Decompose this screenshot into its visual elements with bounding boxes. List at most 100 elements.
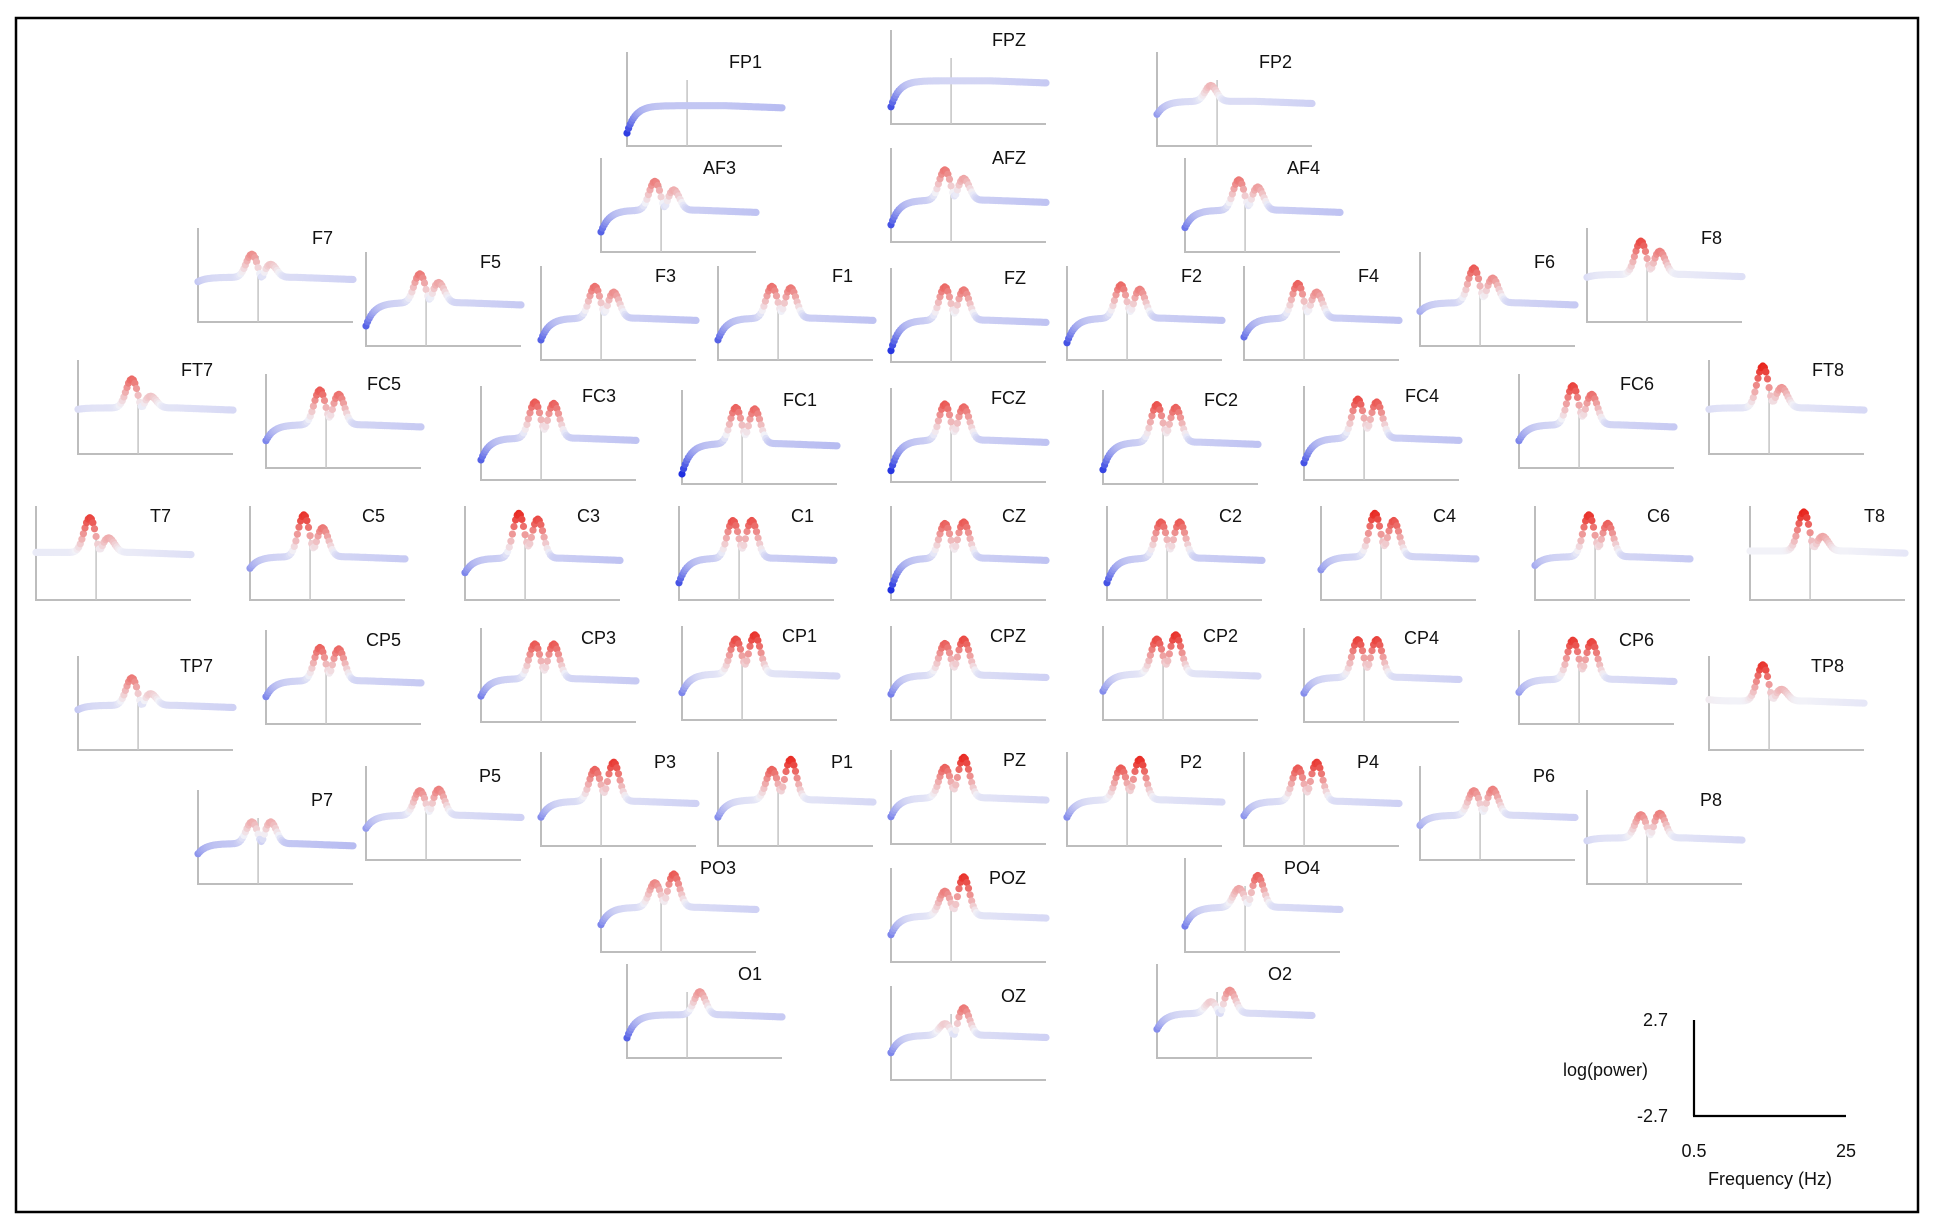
- spectrum-point: [1395, 316, 1403, 324]
- channel-panel-cp6: CP6: [1515, 630, 1678, 725]
- channel-panel-fc5: FC5: [262, 374, 425, 469]
- panel-axes: [626, 52, 782, 147]
- channel-panel-cpz: CPZ: [887, 626, 1050, 721]
- spectrum-point: [1298, 290, 1307, 298]
- spectrum-point: [1042, 198, 1050, 206]
- spectrum-point: [963, 523, 971, 531]
- spectrum-point: [727, 414, 735, 422]
- spectrum-point: [229, 406, 237, 414]
- spectrum-point: [1142, 774, 1150, 782]
- panel-axes: [265, 630, 421, 725]
- spectrum-point: [1793, 526, 1801, 534]
- channel-label: FC1: [783, 390, 817, 410]
- spectrum-point: [778, 104, 786, 112]
- spectrum-point: [953, 653, 962, 661]
- spectrum-point: [1165, 420, 1173, 428]
- spectrum-point: [947, 655, 955, 663]
- spectrum-point: [1110, 296, 1118, 304]
- spectrum-point: [322, 660, 330, 668]
- spectrum-point: [944, 405, 952, 413]
- spectrum-point: [542, 663, 550, 672]
- spectrum-point: [1754, 671, 1762, 680]
- spectrum-point: [1297, 284, 1305, 292]
- spectrum-point: [1571, 301, 1579, 309]
- spectrum-point: [1346, 659, 1354, 667]
- channel-label: CP1: [782, 626, 817, 646]
- spectrum-point: [952, 781, 960, 789]
- channel-label: FC3: [582, 386, 616, 406]
- spectrum-point: [1575, 401, 1583, 409]
- spectrum-point: [1308, 770, 1316, 778]
- channel-label: F5: [480, 252, 501, 272]
- spectrum-point: [602, 785, 610, 793]
- spectrum-point: [1121, 773, 1130, 781]
- spectrum-point: [303, 517, 311, 525]
- panel-axes: [600, 158, 756, 253]
- spectrum-point: [1591, 531, 1599, 539]
- spectrum-point: [1254, 440, 1262, 448]
- spectrum-point: [1176, 414, 1185, 422]
- spectrum-point: [1376, 403, 1384, 411]
- spectrum-point: [309, 402, 317, 410]
- spectrum-point: [319, 648, 327, 656]
- spectrum-point: [328, 661, 336, 669]
- channel-panel-p5: P5: [362, 766, 525, 861]
- spectrum-point: [736, 645, 745, 653]
- channel-label: F3: [655, 266, 676, 286]
- spectrum-point: [417, 423, 425, 431]
- channel-label: AF3: [703, 158, 736, 178]
- spectrum-point: [1573, 393, 1582, 401]
- spectrum-point: [537, 521, 545, 529]
- spectrum-point: [1368, 408, 1376, 417]
- channel-label: P3: [654, 752, 676, 772]
- panel-axes: [1106, 506, 1262, 601]
- channel-panel-p2: P2: [1063, 752, 1226, 847]
- spectrum-point: [1608, 529, 1617, 537]
- spectrum-point: [1175, 636, 1183, 645]
- spectrum-point: [134, 391, 142, 399]
- spectrum-point: [1176, 642, 1185, 650]
- spectrum-point: [1336, 208, 1344, 216]
- spectrum-point: [1157, 412, 1166, 420]
- spectrum-point: [427, 805, 435, 813]
- spectrum-point: [944, 287, 952, 296]
- spectrum-point: [1165, 650, 1173, 658]
- spectrum-point: [1751, 683, 1759, 691]
- spectrum-point: [526, 540, 534, 548]
- spectrum-point: [744, 650, 753, 658]
- panel-axes: [890, 626, 1046, 721]
- panel-axes: [890, 506, 1046, 601]
- spectrum-point: [755, 642, 764, 650]
- spectrum-point: [964, 413, 973, 421]
- spectrum-point: [1152, 529, 1160, 537]
- panel-axes: [265, 374, 421, 469]
- spectrum-point: [1360, 414, 1368, 422]
- spectrum-point: [1383, 534, 1391, 542]
- spectrum-point: [510, 523, 518, 531]
- spectrum-point: [830, 556, 838, 565]
- spectrum-point: [632, 436, 640, 444]
- spectrum-point: [934, 536, 943, 544]
- spectrum-point: [736, 414, 745, 422]
- spectrum-point: [1577, 537, 1585, 545]
- spectrum-point: [1592, 649, 1601, 657]
- spectrum-point: [1394, 527, 1403, 535]
- spectrum-point: [947, 418, 955, 426]
- spectrum-point: [1361, 542, 1369, 550]
- spectrum-point: [1145, 424, 1153, 432]
- spectrum-point: [1670, 423, 1678, 431]
- channel-panel-fc3: FC3: [477, 386, 640, 481]
- spectrum-point: [613, 764, 621, 772]
- panel-axes: [464, 506, 620, 601]
- channel-label: P2: [1180, 752, 1202, 772]
- channel-panel-cp4: CP4: [1300, 628, 1463, 723]
- spectrum-point: [741, 535, 750, 543]
- spectrum-point: [529, 526, 537, 534]
- channel-panel-cp5: CP5: [262, 630, 425, 725]
- channel-label: FCZ: [991, 388, 1026, 408]
- spectrum-point: [1179, 523, 1187, 531]
- spectrum-point: [134, 689, 142, 698]
- spectrum-point: [1168, 542, 1176, 550]
- channel-panel-tp8: TP8: [1705, 656, 1868, 751]
